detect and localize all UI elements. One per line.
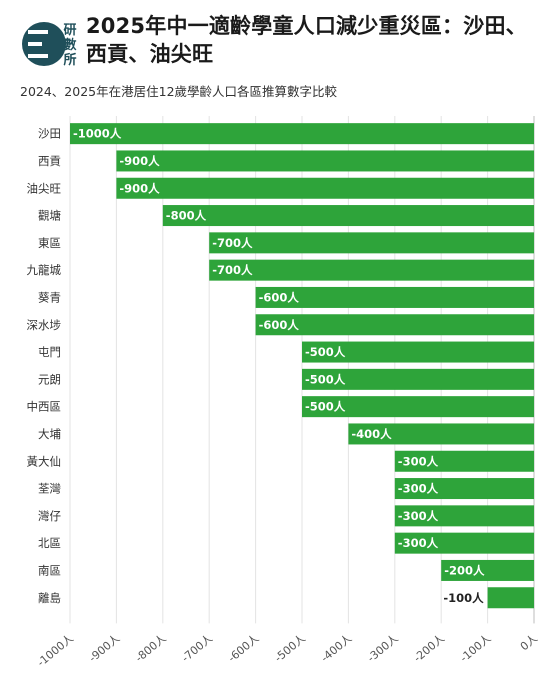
data-label: -300人	[398, 454, 439, 468]
x-tick-label: -500人	[272, 632, 308, 665]
data-label: -500人	[305, 345, 346, 359]
x-tick-label: -800人	[133, 632, 169, 665]
x-tick-label: -900人	[86, 632, 122, 665]
chart-subtitle: 2024、2025年在港居住12歲學齡人口各區推算數字比較	[20, 84, 338, 99]
x-tick-label: -300人	[365, 632, 401, 665]
bar	[255, 286, 534, 308]
x-tick-label: -400人	[318, 632, 354, 665]
category-label: 屯門	[38, 345, 61, 359]
category-label: 東區	[38, 236, 61, 250]
x-tick-label: -100人	[458, 632, 494, 665]
bar	[162, 205, 535, 227]
category-label: 大埔	[38, 427, 61, 441]
category-label: 沙田	[38, 127, 61, 141]
category-label: 灣仔	[38, 509, 61, 523]
data-label: -900人	[119, 181, 160, 195]
bar	[209, 259, 534, 281]
bar	[70, 123, 534, 145]
x-tick-label: -700人	[179, 632, 215, 665]
category-label: 離島	[38, 591, 61, 605]
data-label: -700人	[212, 263, 253, 277]
data-label: -600人	[259, 290, 300, 304]
bar	[116, 150, 535, 172]
category-label: 荃灣	[38, 482, 61, 496]
category-label: 葵青	[38, 290, 61, 304]
category-label: 觀塘	[38, 209, 61, 223]
category-label: 中西區	[27, 400, 62, 414]
category-label: 深水埗	[27, 318, 62, 332]
data-label: -100人	[443, 591, 484, 605]
logo: 研 數 所	[22, 22, 77, 68]
bar	[209, 232, 534, 254]
bar	[302, 396, 534, 418]
bar	[394, 505, 534, 527]
data-label: -700人	[212, 236, 253, 250]
data-label: -300人	[398, 482, 439, 496]
bar	[302, 341, 534, 363]
x-tick-label: -200人	[411, 632, 447, 665]
bar	[255, 314, 534, 336]
bar	[394, 532, 534, 554]
bar	[441, 559, 534, 581]
chart-title: 2025年中一適齡學童人口減少重災區：沙田、西貢、油尖旺	[86, 14, 527, 66]
category-label: 北區	[38, 536, 61, 550]
bar	[394, 478, 534, 500]
data-label: -400人	[351, 427, 392, 441]
data-label: -800人	[166, 209, 207, 223]
logo-text: 數	[63, 37, 76, 53]
bar	[487, 587, 534, 609]
data-label: -200人	[444, 563, 485, 577]
category-label: 油尖旺	[27, 181, 62, 195]
data-label: -300人	[398, 509, 439, 523]
x-tick-label: -600人	[226, 632, 262, 665]
logo-text: 所	[63, 52, 76, 68]
x-tick-label: 0人	[518, 632, 540, 654]
category-label: 九龍城	[27, 263, 62, 277]
data-label: -1000人	[73, 127, 122, 141]
x-tick-label: -1000人	[35, 632, 76, 670]
data-label: -600人	[259, 318, 300, 332]
bar	[348, 423, 534, 445]
data-label: -500人	[305, 372, 346, 386]
category-label: 黃大仙	[27, 454, 62, 468]
bar	[302, 368, 534, 390]
category-label: 南區	[38, 563, 61, 577]
bar	[394, 450, 534, 472]
bar	[116, 177, 535, 199]
category-label: 元朗	[38, 372, 61, 386]
category-label: 西貢	[38, 154, 61, 168]
logo-text: 研	[63, 23, 76, 38]
data-label: -300人	[398, 536, 439, 550]
data-label: -900人	[119, 154, 160, 168]
data-label: -500人	[305, 400, 346, 414]
